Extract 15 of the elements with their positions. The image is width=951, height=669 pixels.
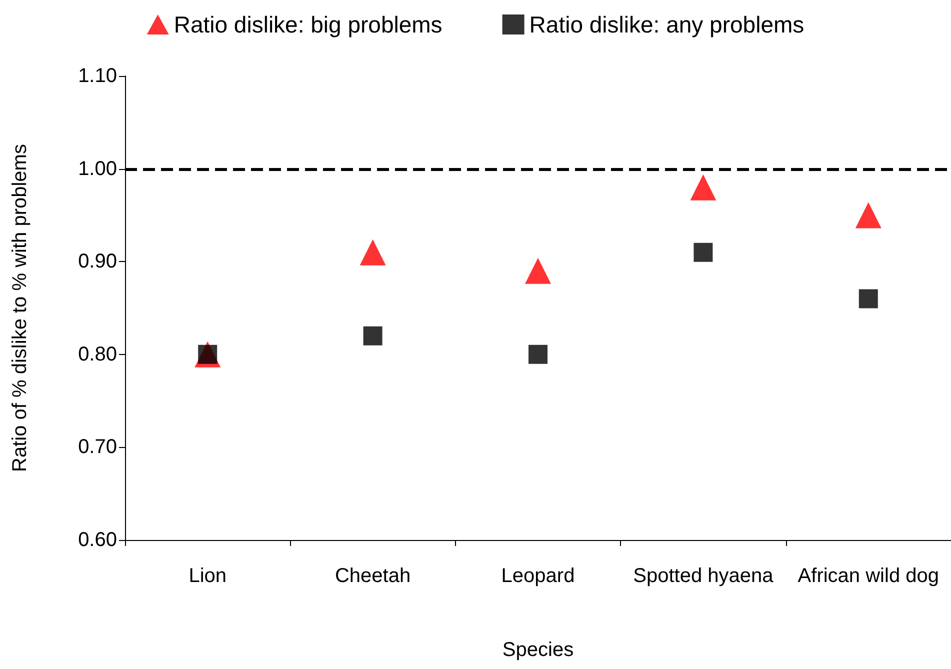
x-tick-label: Spotted hyaena	[633, 565, 774, 587]
y-tick-label: 0.70	[78, 436, 117, 458]
y-tick-label: 1.10	[78, 65, 117, 87]
legend-label: Ratio dislike: big problems	[174, 12, 442, 38]
y-tick-label: 0.80	[78, 343, 117, 366]
y-axis-title: Ratio of % dislike to % with problems	[9, 144, 31, 472]
y-tick-label: 0.60	[78, 529, 117, 551]
y-tick-label: 0.90	[78, 250, 117, 273]
y-tick-label: 1.00	[78, 158, 117, 180]
x-tick-label: Lion	[188, 565, 227, 587]
x-tick-label: Leopard	[501, 565, 575, 587]
x-axis-title: Species	[502, 639, 574, 661]
legend-label: Ratio dislike: any problems	[529, 12, 804, 38]
x-tick-label: African wild dog	[798, 565, 939, 587]
x-tick-label: Cheetah	[334, 565, 411, 587]
